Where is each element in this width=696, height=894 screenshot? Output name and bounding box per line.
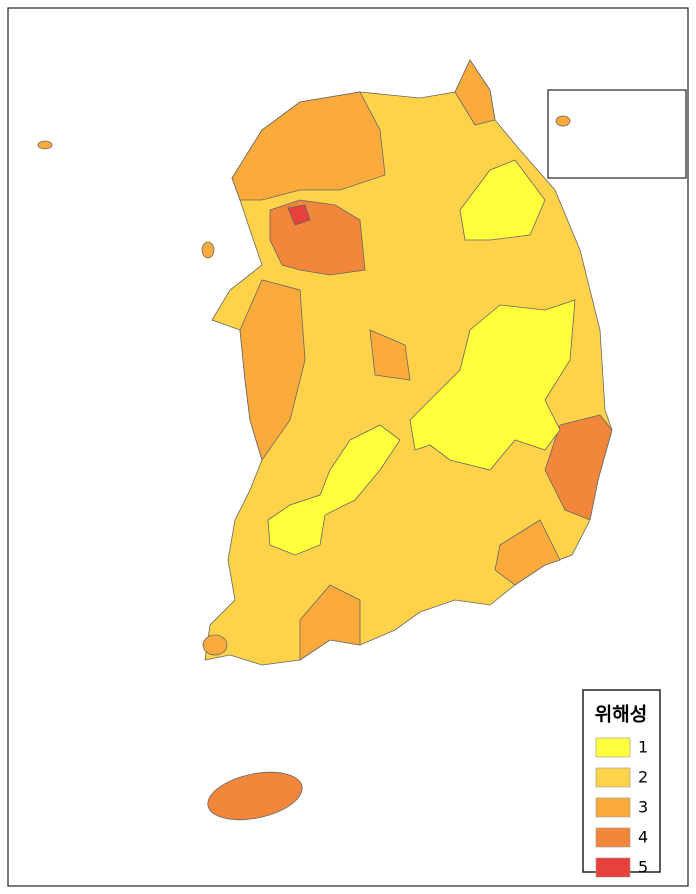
- region-west: [239, 279, 306, 461]
- island: [202, 634, 228, 656]
- legend: 위해성 1 2 3 4 5: [582, 689, 661, 878]
- region-southeast: [494, 519, 561, 586]
- jeju-island: [207, 771, 303, 821]
- region-south: [299, 584, 361, 661]
- region-northwest: [231, 91, 386, 201]
- legend-label: 2: [638, 768, 648, 787]
- region-jeonbuk: [267, 424, 401, 556]
- legend-label: 4: [638, 828, 648, 847]
- ulleung-island: [555, 115, 571, 127]
- region-east-coast: [544, 414, 613, 521]
- region-seoul-core: [287, 204, 311, 226]
- legend-swatch: [595, 737, 631, 758]
- legend-swatch: [595, 857, 631, 878]
- region-northeast: [454, 59, 496, 126]
- legend-title: 위해성: [595, 704, 647, 726]
- island: [201, 241, 215, 259]
- inset-frame: [547, 89, 687, 179]
- legend-label: 3: [638, 798, 648, 817]
- legend-label: 1: [638, 738, 648, 757]
- legend-label: 5: [638, 858, 648, 877]
- region-gangwon: [459, 159, 546, 241]
- island: [37, 140, 53, 150]
- legend-swatch: [595, 827, 631, 848]
- region-gyeongbuk: [409, 299, 576, 471]
- legend-swatch: [595, 767, 631, 788]
- legend-swatch: [595, 797, 631, 818]
- region-central: [369, 329, 411, 381]
